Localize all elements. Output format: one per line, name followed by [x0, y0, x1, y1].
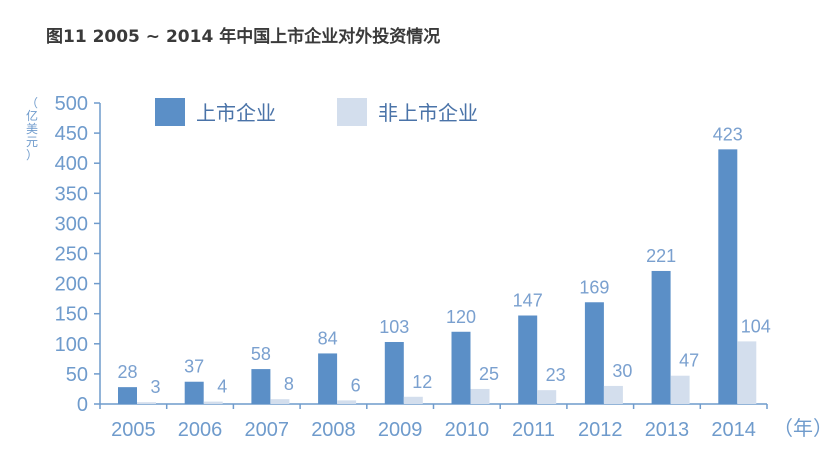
- y-tick-label: 100: [55, 334, 88, 356]
- legend-label: 上市企业: [196, 101, 276, 125]
- y-tick-label: 50: [66, 364, 88, 386]
- bar-unlisted: [670, 375, 690, 404]
- data-labels: 28 37 58 84 103 120 147 169 221 423 3 4 8 6 12 25 23 30 47…: [117, 124, 770, 397]
- legend-label: 非上市企业: [378, 101, 478, 125]
- y-tick-label: 400: [55, 153, 88, 175]
- data-label: 169: [579, 277, 609, 297]
- y-tick-label: 300: [55, 213, 88, 235]
- bar-listed: [118, 387, 137, 404]
- bar-listed: [718, 149, 738, 404]
- bar-unlisted: [337, 400, 357, 404]
- data-label: 28: [117, 362, 137, 382]
- y-tick-label: 250: [55, 244, 88, 266]
- y-tick-label: 200: [55, 274, 88, 296]
- data-label: 423: [713, 124, 743, 144]
- data-label: 147: [513, 291, 543, 311]
- x-tick-label: 2011: [512, 419, 555, 441]
- bar-listed: [184, 381, 204, 404]
- data-label: 103: [379, 317, 409, 337]
- data-label: 84: [318, 328, 338, 348]
- legend: 上市企业 非上市企业: [155, 98, 478, 126]
- legend-swatch: [337, 98, 367, 126]
- x-tick-label: 2013: [645, 419, 690, 441]
- x-tick-label: 2010: [445, 419, 490, 441]
- y-tick-label: 500: [55, 93, 88, 115]
- bar-unlisted: [403, 396, 423, 404]
- bar-listed: [384, 341, 404, 404]
- chart-title: 图11 2005 ~ 2014 年中国上市企业对外投资情况: [46, 27, 441, 47]
- data-label: 6: [351, 375, 361, 395]
- data-label: 12: [412, 372, 432, 392]
- y-axis-label-char: 亿: [26, 108, 38, 123]
- y-axis-label-char: ）: [26, 148, 38, 162]
- bar-listed: [251, 369, 271, 404]
- x-tick-label: 2005: [111, 419, 156, 441]
- x-tick-label: 2012: [578, 419, 623, 441]
- y-tick-label: 0: [77, 394, 88, 416]
- bar-unlisted: [470, 388, 490, 404]
- y-tick-label: 450: [55, 123, 88, 145]
- bar-listed: [451, 331, 471, 404]
- y-tick-label: 350: [55, 183, 88, 205]
- x-tick-label: 2008: [311, 419, 356, 441]
- x-tick-label: 2007: [245, 419, 290, 441]
- bars: [118, 149, 757, 404]
- data-label: 30: [612, 361, 632, 381]
- data-label: 8: [284, 374, 294, 394]
- data-label: 37: [184, 357, 204, 377]
- data-label: 120: [446, 307, 476, 327]
- x-tick-label: 2009: [378, 419, 423, 441]
- x-tick-label: 2014: [711, 419, 756, 441]
- data-label: 4: [217, 377, 227, 397]
- data-label: 47: [679, 351, 699, 371]
- data-label: 104: [741, 316, 771, 336]
- bar-unlisted: [270, 399, 290, 404]
- data-label: 58: [251, 344, 271, 364]
- bar-unlisted: [603, 385, 623, 404]
- data-label: 3: [150, 377, 160, 397]
- legend-swatch: [155, 98, 185, 126]
- bar-unlisted: [137, 402, 156, 404]
- bar-listed: [584, 302, 604, 404]
- x-axis-unit: （年）: [773, 416, 831, 440]
- bar-listed: [518, 315, 538, 404]
- bar-listed: [318, 353, 338, 404]
- data-label: 23: [546, 365, 566, 385]
- bar-unlisted: [737, 341, 757, 404]
- bar-unlisted: [537, 390, 557, 404]
- y-axis-label-char: 美: [26, 122, 38, 136]
- x-tick-label: 2006: [178, 419, 223, 441]
- y-axis-label-char: （: [26, 96, 38, 110]
- bar-unlisted: [203, 401, 223, 404]
- y-tick-label: 150: [55, 304, 88, 326]
- data-label: 25: [479, 364, 499, 384]
- bar-listed: [651, 270, 671, 404]
- y-axis-label-char: 元: [26, 135, 38, 149]
- data-label: 221: [646, 246, 676, 266]
- axes: 0 50 100 150 200 250 300 350 400 450 500 （亿美元） 2005 2…: [26, 93, 831, 441]
